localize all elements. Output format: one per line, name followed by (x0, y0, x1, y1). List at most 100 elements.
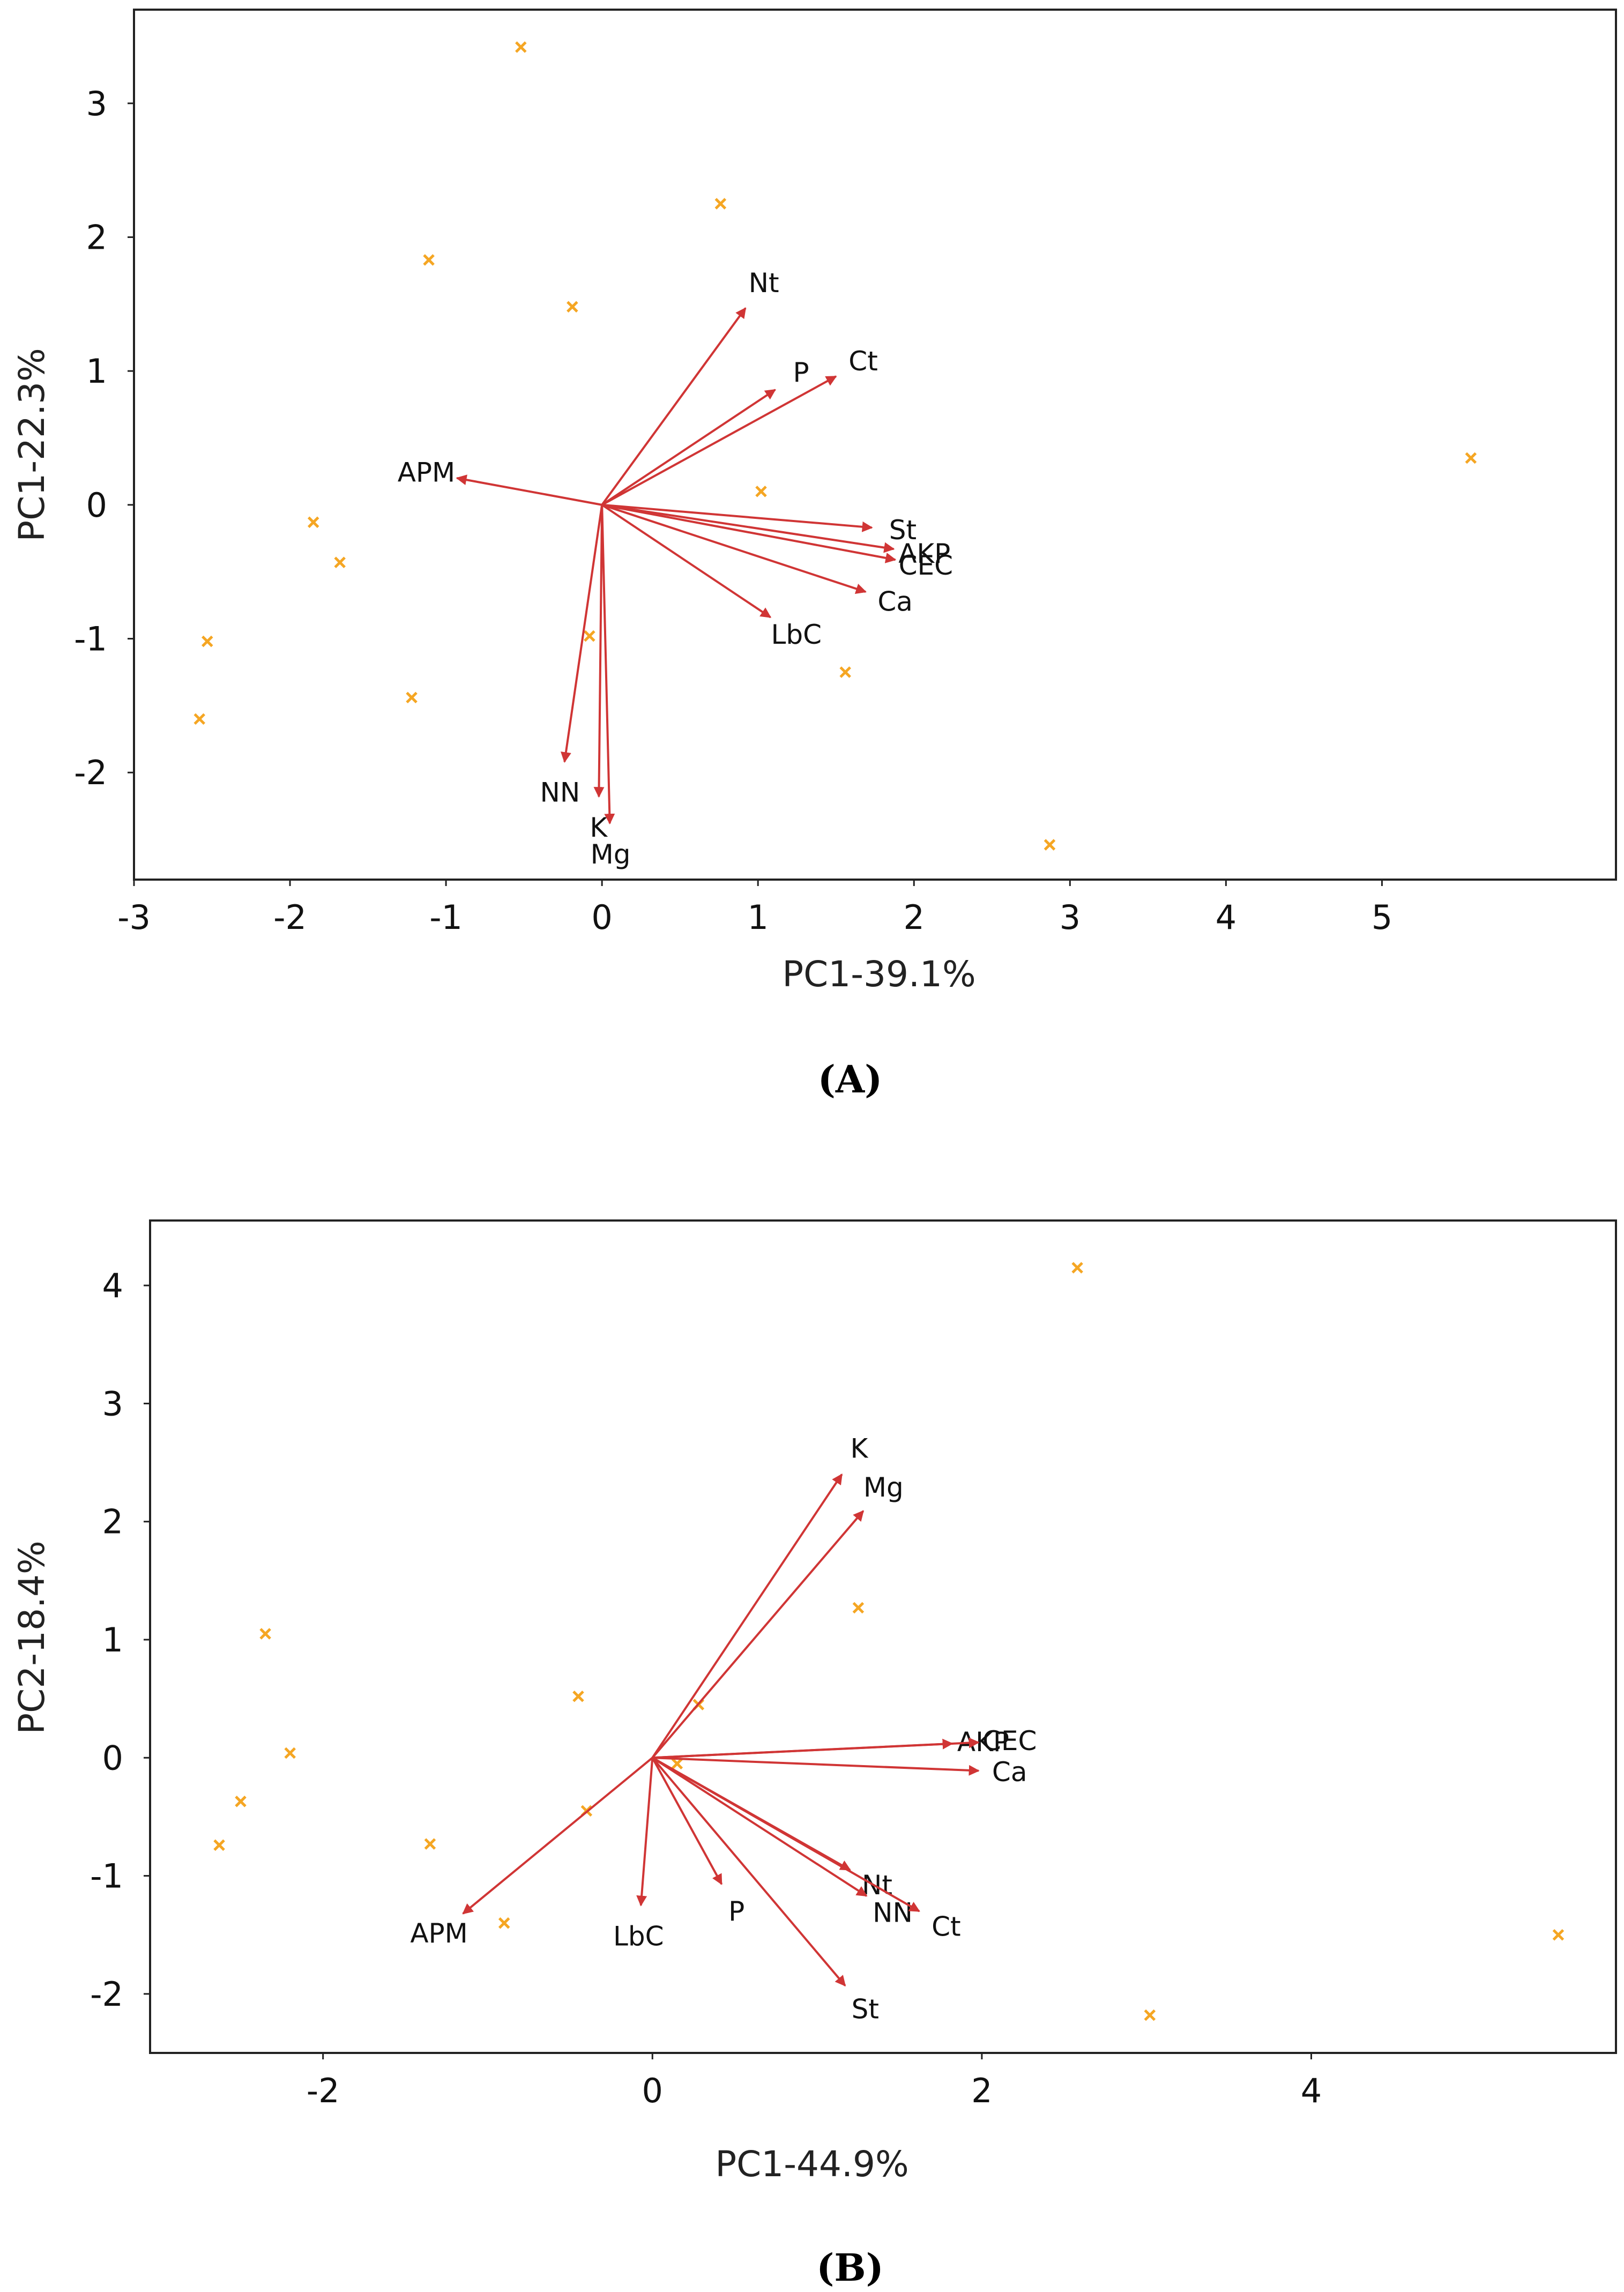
loading-arrow-ca (652, 1757, 980, 1776)
loading-arrow-cec (601, 503, 897, 563)
loading-label-ca: Ca (992, 1757, 1027, 1788)
loading-label-apm: APM (398, 457, 456, 488)
y-tick-label: -1 (90, 1857, 123, 1896)
x-tick-label: 5 (1372, 898, 1392, 937)
score-point (671, 1758, 683, 1770)
x-tick-label: 2 (904, 898, 925, 937)
score-points-a (193, 41, 1477, 851)
score-point (307, 516, 319, 529)
y-tick-label: 4 (102, 1266, 123, 1305)
loading-arrow-lbc (601, 504, 772, 619)
x-axis-label-a: PC1-39.1% (782, 954, 975, 995)
score-point (1044, 839, 1056, 851)
x-tick-label: -2 (273, 898, 307, 937)
score-point (334, 556, 346, 568)
score-point (213, 1839, 225, 1851)
x-axis-label-b: PC1-44.9% (715, 2144, 908, 2185)
x-tick-label: -2 (307, 2071, 340, 2110)
score-point (1144, 2009, 1156, 2021)
y-tick-label: 0 (102, 1738, 123, 1777)
x-tick-label: 2 (971, 2071, 992, 2110)
y-axis-label-a: PC1-22.3% (11, 348, 53, 541)
score-point (235, 1796, 247, 1807)
loading-label-lbc: LbC (771, 619, 822, 650)
tick-group-a: -3 -2 -1 0 1 2 3 4 5 -2 -1 0 1 2 3 (74, 84, 1392, 937)
score-point (498, 1917, 510, 1929)
score-point (424, 1838, 436, 1850)
loading-label-nn: NN (873, 1897, 913, 1928)
loading-arrow-lbc (636, 1758, 654, 1907)
loading-arrow-ca (601, 503, 867, 594)
y-tick-label: -2 (90, 1975, 123, 2014)
caption-a: (A) (818, 1057, 883, 1102)
loading-label-cec: CEC (899, 550, 953, 581)
x-tick-label: -1 (429, 898, 463, 937)
loading-arrow-st (651, 1757, 846, 1986)
y-tick-label: 2 (102, 1502, 123, 1542)
y-tick-label: 2 (86, 218, 107, 257)
loading-arrow-mg (651, 1510, 865, 1759)
loading-label-apm: APM (410, 1918, 468, 1949)
loading-arrow-p (651, 1757, 723, 1885)
loading-label-st: St (889, 515, 917, 546)
y-tick-label: 1 (86, 352, 107, 391)
loading-label-mg: Mg (863, 1472, 904, 1503)
y-axis-label-b: PC2-18.4% (11, 1541, 53, 1734)
y-tick-label: 3 (102, 1384, 123, 1423)
y-tick-label: 1 (102, 1620, 123, 1660)
x-tick-label: 1 (747, 898, 768, 937)
loading-arrow-st (601, 503, 873, 532)
x-tick-label: 0 (642, 2071, 663, 2110)
loading-label-cec: CEC (982, 1725, 1037, 1757)
loading-label-nt: Nt (862, 1870, 892, 1901)
loading-label-ct: Ct (932, 1911, 961, 1943)
loading-arrow-ct (652, 1757, 920, 1913)
score-point (284, 1747, 296, 1759)
loading-label-ct: Ct (848, 346, 878, 377)
score-point (515, 41, 527, 53)
loading-label-p: P (793, 357, 809, 388)
score-point (755, 486, 767, 497)
score-point (567, 301, 578, 313)
loading-arrow-nn (561, 504, 604, 763)
loading-arrow-apm (456, 474, 602, 506)
loading-label-p: P (728, 1896, 744, 1927)
y-tick-label: -2 (74, 753, 107, 792)
loading-arrow-k (593, 504, 605, 798)
loading-label-k: K (851, 1433, 869, 1464)
y-tick-label: 3 (86, 84, 107, 123)
loading-arrow-apm (462, 1757, 653, 1915)
plot-frame-b (149, 1219, 1617, 2054)
score-point (1465, 452, 1477, 464)
loading-arrow-p (601, 389, 776, 506)
loading-arrow-nt (601, 307, 747, 506)
score-point (1552, 1929, 1565, 1941)
loading-label-lbc: LbC (613, 1921, 664, 1952)
loading-label-nn: NN (540, 777, 580, 808)
score-point (1071, 1262, 1083, 1274)
loading-label-st: St (852, 1994, 879, 2025)
y-tick-label: 0 (86, 486, 107, 525)
score-point (852, 1602, 865, 1614)
x-tick-label: 4 (1301, 2071, 1322, 2110)
score-point (423, 254, 435, 266)
score-point (193, 713, 206, 725)
y-tick-label: -1 (74, 620, 107, 659)
x-tick-label: 0 (591, 898, 612, 937)
loading-label-mg: Mg (591, 839, 631, 870)
loading-label-ca: Ca (877, 586, 913, 617)
score-point (839, 666, 851, 678)
score-point (572, 1690, 584, 1702)
loading-arrow-nn (652, 1757, 868, 1897)
score-point (202, 635, 213, 648)
score-point (406, 691, 418, 704)
caption-b: (B) (816, 2245, 883, 2290)
loading-arrow-mg (601, 504, 615, 825)
tick-group-b: -2 0 2 4 -2 -1 0 1 2 3 4 (90, 1266, 1322, 2110)
score-point (584, 630, 595, 642)
loading-arrow-cec (652, 1737, 980, 1759)
